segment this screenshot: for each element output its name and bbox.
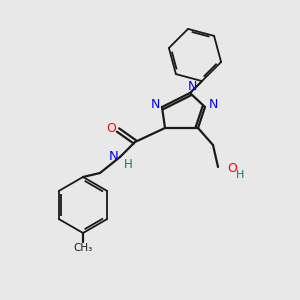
Text: H: H — [236, 170, 244, 180]
Text: N: N — [208, 98, 218, 112]
Text: H: H — [124, 158, 132, 172]
Text: N: N — [187, 80, 197, 92]
Text: N: N — [109, 149, 119, 163]
Text: O: O — [227, 163, 237, 176]
Text: O: O — [106, 122, 116, 136]
Text: N: N — [150, 98, 160, 112]
Text: CH₃: CH₃ — [74, 243, 93, 253]
